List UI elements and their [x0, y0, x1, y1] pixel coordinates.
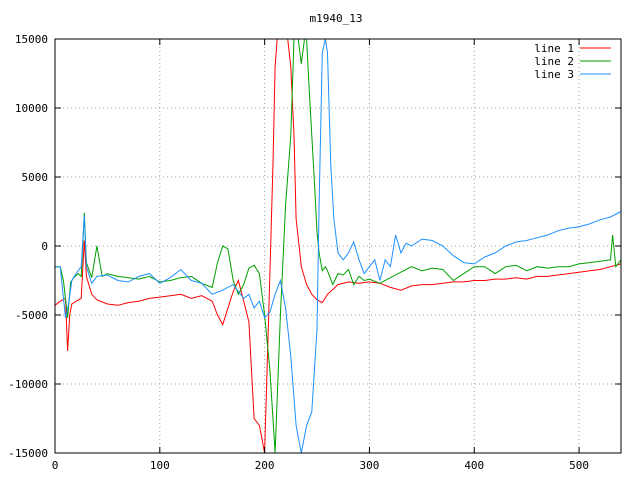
- y-tick-label: 5000: [22, 171, 49, 184]
- series-line-1: [55, 39, 621, 453]
- y-tick-label: -5000: [15, 309, 48, 322]
- series-layer: [55, 39, 621, 453]
- y-tick-label: -10000: [8, 378, 48, 391]
- x-tick-label: 200: [255, 459, 275, 472]
- grid-lines: [55, 39, 621, 453]
- legend-label-1: line 1: [534, 42, 574, 55]
- x-tick-label: 500: [569, 459, 589, 472]
- y-tick-label: 0: [41, 240, 48, 253]
- y-tick-label: -15000: [8, 447, 48, 460]
- x-tick-label: 0: [52, 459, 59, 472]
- series-line-2: [55, 39, 621, 453]
- x-tick-label: 100: [150, 459, 170, 472]
- y-tick-label: 10000: [15, 102, 48, 115]
- x-tick-label: 300: [360, 459, 380, 472]
- series-line-3: [55, 39, 621, 453]
- legend-label-3: line 3: [534, 68, 574, 81]
- x-tick-label: 400: [464, 459, 484, 472]
- y-tick-label: 15000: [15, 33, 48, 46]
- chart-title: m1940_13: [310, 12, 363, 25]
- axis-ticks: 0 100 200 300 400 500 -15000 -10000 -5000 0 5000 10…: [8, 33, 621, 472]
- legend-label-2: line 2: [534, 55, 574, 68]
